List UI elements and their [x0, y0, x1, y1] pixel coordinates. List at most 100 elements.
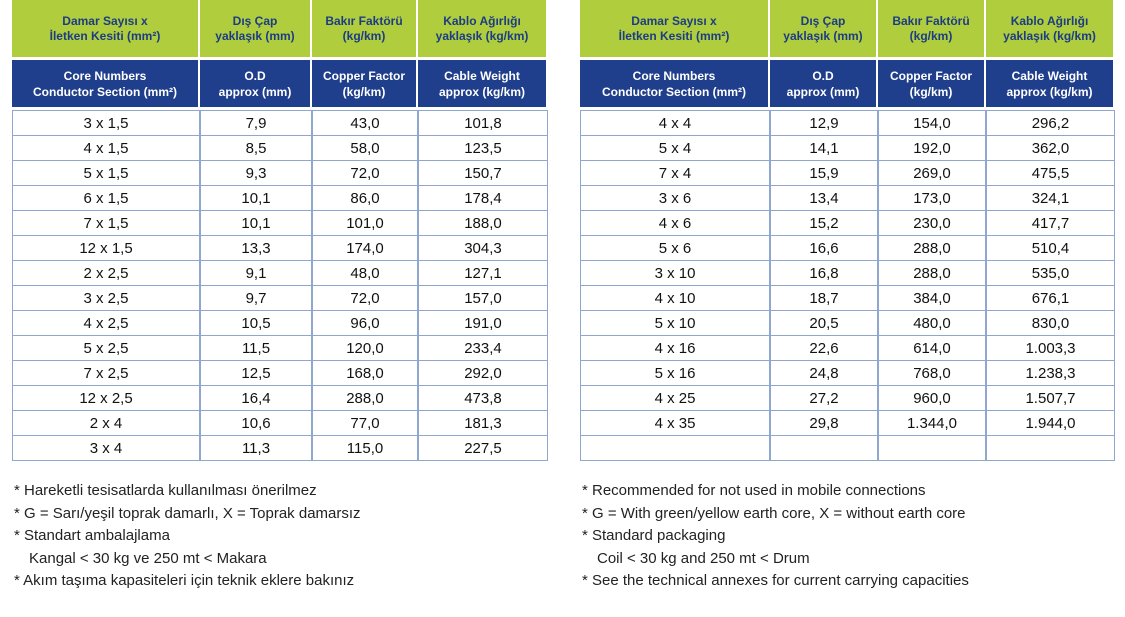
- header-line: Core Numbers: [63, 68, 147, 83]
- table-cell: 296,2: [986, 110, 1115, 136]
- table-cell: 10,6: [200, 410, 312, 436]
- table-cell: 11,5: [200, 335, 312, 361]
- table-cell: 3 x 6: [580, 185, 770, 211]
- header-line: Cable Weight: [444, 68, 520, 83]
- notes-en: * Recommended for not used in mobile con…: [582, 480, 969, 593]
- header-line: approx (kg/km): [1006, 84, 1093, 99]
- table-cell: 11,3: [200, 435, 312, 461]
- table-cell: 1.944,0: [986, 410, 1115, 436]
- table-cell: 292,0: [418, 360, 548, 386]
- header-cell: Cable Weight approx (kg/km): [986, 60, 1115, 107]
- header-line: Damar Sayısı x: [631, 13, 717, 28]
- header-cell: Bakır Faktörü (kg/km): [878, 0, 986, 57]
- table-cell: 10,1: [200, 210, 312, 236]
- table-cell: 14,1: [770, 135, 878, 161]
- table-cell: 96,0: [312, 310, 418, 336]
- table-cell: 227,5: [418, 435, 548, 461]
- table-cell: 120,0: [312, 335, 418, 361]
- header-line: O.D: [812, 68, 834, 83]
- table-cell: 3 x 1,5: [12, 110, 200, 136]
- header-line: İletken Kesiti (mm²): [49, 28, 161, 43]
- table-cell: 27,2: [770, 385, 878, 411]
- header-cell: O.D approx (mm): [200, 60, 312, 107]
- table-cell: 233,4: [418, 335, 548, 361]
- table-cell: 1.507,7: [986, 385, 1115, 411]
- table-cell: 168,0: [312, 360, 418, 386]
- table-cell: 150,7: [418, 160, 548, 186]
- note: * G = With green/yellow earth core, X = …: [582, 504, 966, 522]
- table-cell: 3 x 4: [12, 435, 200, 461]
- table-cell: 10,5: [200, 310, 312, 336]
- table-cell: 123,5: [418, 135, 548, 161]
- table-cell: 154,0: [878, 110, 986, 136]
- header-cell: Core Numbers Conductor Section (mm²): [12, 60, 200, 107]
- table-cell: [878, 435, 986, 461]
- table-cell: 4 x 10: [580, 285, 770, 311]
- table-cell: 417,7: [986, 210, 1115, 236]
- table-cell: 614,0: [878, 335, 986, 361]
- table-cell: 304,3: [418, 235, 548, 261]
- table-cell: 5 x 1,5: [12, 160, 200, 186]
- table-cell: 4 x 4: [580, 110, 770, 136]
- table-cell: 5 x 10: [580, 310, 770, 336]
- table-cell: 510,4: [986, 235, 1115, 261]
- table-cell: 181,3: [418, 410, 548, 436]
- header-line: Damar Sayısı x: [62, 13, 148, 28]
- table-cell: 4 x 6: [580, 210, 770, 236]
- table-cell: 4 x 25: [580, 385, 770, 411]
- note: * Recommended for not used in mobile con…: [582, 482, 926, 499]
- table-cell: 173,0: [878, 185, 986, 211]
- table-cell: 188,0: [418, 210, 548, 236]
- note: * G = Sarı/yeşil toprak damarlı, X = Top…: [14, 504, 361, 522]
- table-cell: 288,0: [878, 235, 986, 261]
- table-cell: 72,0: [312, 160, 418, 186]
- header-cell: Damar Sayısı x İletken Kesiti (mm²): [12, 0, 200, 57]
- header-line: Conductor Section (mm²): [33, 84, 177, 99]
- note: * Akım taşıma kapasiteleri için teknik e…: [14, 572, 355, 589]
- header-cell: Core Numbers Conductor Section (mm²): [580, 60, 770, 107]
- table-cell: 4 x 2,5: [12, 310, 200, 336]
- table-cell: 475,5: [986, 160, 1115, 186]
- header-line: yaklaşık (kg/km): [435, 28, 529, 43]
- table-cell: 4 x 16: [580, 335, 770, 361]
- header-line: (kg/km): [342, 84, 386, 99]
- header-line: yaklaşık (kg/km): [1003, 28, 1096, 43]
- table-cell: 480,0: [878, 310, 986, 336]
- table-cell: 24,8: [770, 360, 878, 386]
- table-cell: 288,0: [312, 385, 418, 411]
- table-cell: 7 x 2,5: [12, 360, 200, 386]
- table-cell: 12 x 1,5: [12, 235, 200, 261]
- note: * Hareketli tesisatlarda kullanılması ön…: [14, 482, 317, 499]
- table-cell: 16,6: [770, 235, 878, 261]
- header-line: Cable Weight: [1011, 68, 1088, 83]
- header-line: (kg/km): [342, 28, 386, 43]
- table-cell: 48,0: [312, 260, 418, 286]
- header-cell: Copper Factor (kg/km): [878, 60, 986, 107]
- table-cell: 13,4: [770, 185, 878, 211]
- header-cell: Copper Factor (kg/km): [312, 60, 418, 107]
- table-cell: 6 x 1,5: [12, 185, 200, 211]
- table-cell: 7 x 1,5: [12, 210, 200, 236]
- table-cell: 16,4: [200, 385, 312, 411]
- header-line: approx (kg/km): [438, 84, 525, 99]
- header-line: (kg/km): [909, 84, 953, 99]
- table-cell: 22,6: [770, 335, 878, 361]
- table-cell: 3 x 2,5: [12, 285, 200, 311]
- table-cell: 2 x 2,5: [12, 260, 200, 286]
- table-cell: 9,3: [200, 160, 312, 186]
- table-cell: 12 x 2,5: [12, 385, 200, 411]
- header-line: Copper Factor: [322, 68, 405, 83]
- table-cell: [986, 435, 1115, 461]
- header-line: Bakır Faktörü: [325, 13, 403, 28]
- table-cell: 86,0: [312, 185, 418, 211]
- table-cell: 174,0: [312, 235, 418, 261]
- table-cell: 191,0: [418, 310, 548, 336]
- table-cell: 7,9: [200, 110, 312, 136]
- header-line: Dış Çap: [800, 13, 846, 28]
- table-cell: 18,7: [770, 285, 878, 311]
- note: * Standard packaging: [582, 527, 726, 544]
- header-line: Conductor Section (mm²): [602, 84, 746, 99]
- header-cell: Dış Çap yaklaşık (mm): [200, 0, 312, 57]
- table-cell: 230,0: [878, 210, 986, 236]
